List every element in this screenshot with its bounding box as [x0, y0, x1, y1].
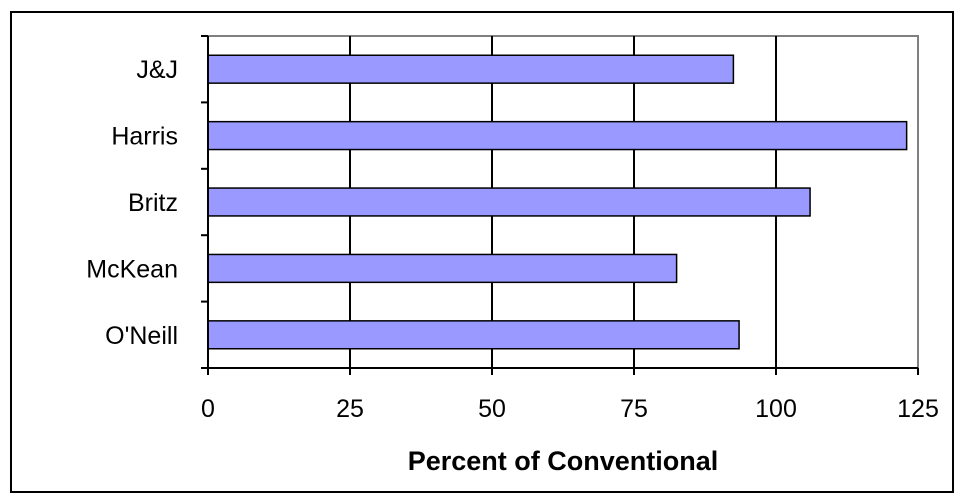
x-tick-label-75: 75 [620, 395, 648, 423]
x-tick-label-100: 100 [755, 395, 797, 423]
bar-3 [207, 253, 678, 284]
bar-4 [207, 320, 740, 350]
category-label-3: McKean [86, 255, 178, 283]
x-axis-title: Percent of Conventional [408, 446, 719, 476]
bar-0 [207, 54, 735, 84]
x-tick-label-25: 25 [336, 395, 364, 423]
category-label-2: Britz [128, 189, 178, 217]
category-label-0: J&J [136, 56, 178, 84]
x-tick-label-50: 50 [478, 395, 506, 423]
category-labels: J&J Harris Britz McKean O'Neill [86, 56, 178, 350]
x-tick-label-0: 0 [201, 395, 215, 423]
category-label-4: O'Neill [105, 322, 178, 350]
bars [207, 54, 908, 350]
bar-1 [207, 120, 908, 151]
x-axis-ticks [207, 368, 919, 375]
bar-2 [207, 187, 811, 217]
y-axis-ticks [201, 35, 208, 369]
category-label-1: Harris [111, 123, 178, 151]
x-tick-label-125: 125 [897, 395, 939, 423]
x-tick-labels: 0 25 50 75 100 125 [201, 395, 939, 423]
